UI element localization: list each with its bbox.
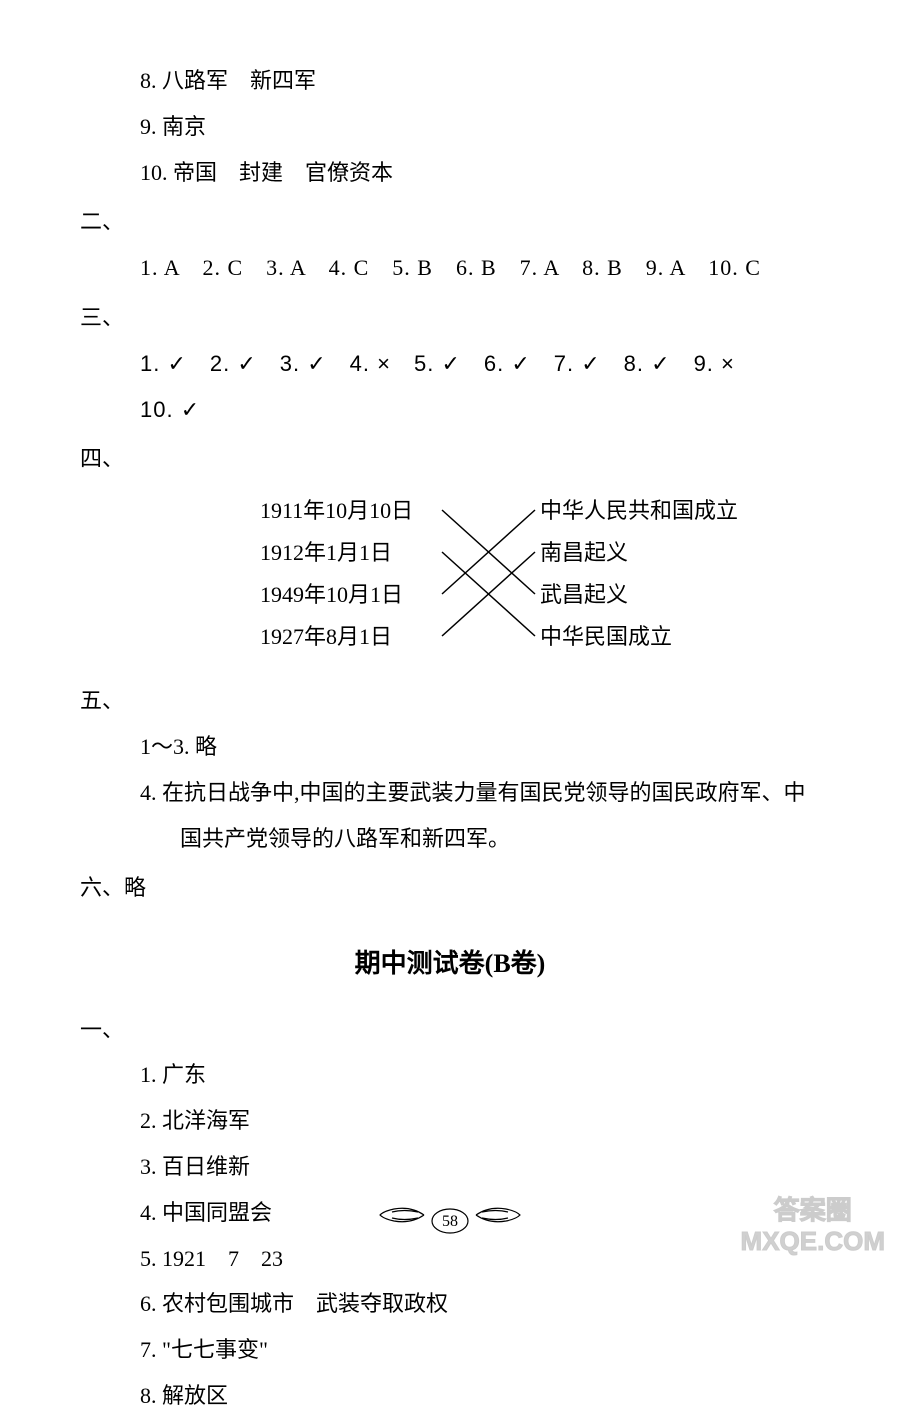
answer-item-10: 10. 帝国 封建 官僚资本 (140, 152, 820, 194)
section-5-label: 五、 (80, 680, 820, 722)
section-3-answers-line2: 10. ✓ (140, 389, 820, 431)
page-number: 58 (442, 1213, 458, 1230)
diagram-right-3: 武昌起义 (540, 574, 628, 616)
b1-item-2: 2. 北洋海军 (140, 1100, 820, 1142)
section-2-label: 二、 (80, 201, 820, 243)
watermark-line1: 答案圈 (741, 1195, 885, 1226)
diagram-left-4: 1927年8月1日 (260, 616, 392, 658)
page-oval-icon: 58 (430, 1207, 470, 1235)
diagram-right-2: 南昌起义 (540, 532, 628, 574)
b1-item-1: 1. 广东 (140, 1054, 820, 1096)
b1-item-6: 6. 农村包围城市 武装夺取政权 (140, 1283, 820, 1325)
section-b1-label: 一、 (80, 1009, 820, 1051)
watermark: 答案圈 MXQE.COM (741, 1195, 885, 1257)
b1-item-5: 5. 1921 7 23 (140, 1238, 820, 1280)
section-5-item-4-line2: 国共产党领导的八路军和新四军。 (180, 818, 820, 860)
wing-right-icon (474, 1200, 524, 1242)
watermark-line2: MXQE.COM (741, 1226, 885, 1257)
section-4-label: 四、 (80, 438, 820, 480)
diagram-left-2: 1912年1月1日 (260, 532, 392, 574)
b1-item-3: 3. 百日维新 (140, 1146, 820, 1188)
section-2-answers: 1. A 2. C 3. A 4. C 5. B 6. B 7. A 8. B … (140, 247, 820, 289)
section-3-label: 三、 (80, 297, 820, 339)
answer-item-8: 8. 八路军 新四军 (140, 60, 820, 102)
section-6-label: 六、略 (80, 867, 820, 909)
diagram-right-4: 中华民国成立 (540, 616, 672, 658)
b1-item-8: 8. 解放区 (140, 1375, 820, 1417)
answer-item-9: 9. 南京 (140, 106, 820, 148)
matching-diagram: 1911年10月10日 1912年1月1日 1949年10月1日 1927年8月… (80, 490, 820, 670)
midterm-b-title: 期中测试卷(B卷) (80, 939, 820, 988)
diagram-left-3: 1949年10月1日 (260, 574, 403, 616)
diagram-right-1: 中华人民共和国成立 (540, 490, 738, 532)
section-5-item-1-3: 1～3. 略 (140, 726, 820, 768)
section-3-answers-line1: 1. ✓ 2. ✓ 3. ✓ 4. × 5. ✓ 6. ✓ 7. ✓ 8. ✓ … (140, 343, 820, 385)
diagram-left-1: 1911年10月10日 (260, 490, 413, 532)
wing-left-icon (376, 1200, 426, 1242)
b1-item-7: 7. "七七事变" (140, 1329, 820, 1371)
section-5-item-4-line1: 4. 在抗日战争中,中国的主要武装力量有国民党领导的国民政府军、中 (140, 772, 820, 814)
